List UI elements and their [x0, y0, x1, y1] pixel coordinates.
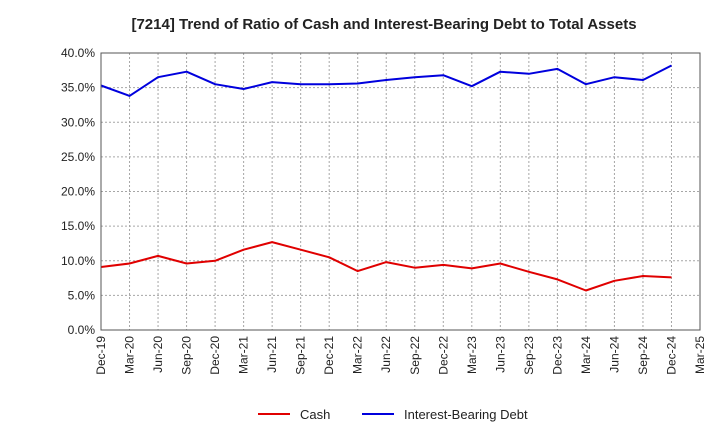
series-line-interest-bearing-debt — [100, 64, 672, 97]
y-tick-label: 10.0% — [61, 254, 95, 268]
x-tick-label: Sep-24 — [636, 336, 650, 375]
x-tick-label: Jun-22 — [379, 336, 393, 373]
legend: Cash Interest-Bearing Debt — [258, 407, 528, 422]
plot-frame — [100, 52, 701, 331]
axes: 0.0% 5.0% 10.0% 15.0% 20.0% 25.0% 30.0% 35.0% 40… — [61, 46, 707, 375]
legend-label-cash: Cash — [300, 407, 330, 422]
legend-label-interest-bearing-debt: Interest-Bearing Debt — [404, 407, 528, 422]
grid — [100, 52, 701, 331]
y-tick-label: 25.0% — [61, 150, 95, 164]
x-tick-label: Sep-20 — [180, 336, 194, 375]
chart-title: [7214] Trend of Ratio of Cash and Intere… — [131, 16, 636, 33]
x-tick-label: Dec-19 — [94, 336, 108, 375]
x-tick-label: Dec-22 — [436, 336, 450, 375]
x-tick-label: Mar-23 — [465, 336, 479, 374]
x-tick-label: Sep-23 — [522, 336, 536, 375]
x-tick-label: Dec-24 — [664, 336, 678, 375]
x-tick-label: Jun-20 — [151, 336, 165, 373]
series-line-cash — [100, 241, 672, 292]
y-tick-label: 15.0% — [61, 219, 95, 233]
x-tick-label: Mar-24 — [579, 336, 593, 374]
x-tick-label: Mar-20 — [123, 336, 137, 374]
x-tick-label: Jun-23 — [493, 336, 507, 373]
y-tick-label: 20.0% — [61, 185, 95, 199]
x-tick-label: Jun-21 — [265, 336, 279, 373]
x-tick-label: Mar-21 — [237, 336, 251, 374]
series-lines — [100, 64, 672, 292]
y-tick-label: 5.0% — [68, 288, 96, 302]
x-tick-label: Jun-24 — [607, 336, 621, 373]
x-tick-label: Sep-21 — [294, 336, 308, 375]
y-tick-label: 35.0% — [61, 81, 95, 95]
y-tick-label: 30.0% — [61, 115, 95, 129]
x-tick-label: Dec-20 — [208, 336, 222, 375]
y-tick-label: 40.0% — [61, 46, 95, 60]
x-tick-label: Sep-22 — [408, 336, 422, 375]
x-tick-label: Mar-22 — [351, 336, 365, 374]
x-tick-label: Mar-25 — [693, 336, 707, 374]
y-tick-label: 0.0% — [68, 323, 96, 337]
x-tick-label: Dec-23 — [550, 336, 564, 375]
x-tick-label: Dec-21 — [322, 336, 336, 375]
